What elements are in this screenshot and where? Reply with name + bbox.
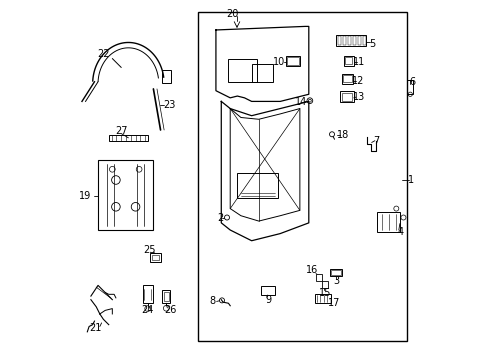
Text: 12: 12 xyxy=(351,76,364,86)
Bar xyxy=(162,290,170,303)
Bar xyxy=(345,57,352,64)
Text: 25: 25 xyxy=(143,245,156,255)
Text: 7: 7 xyxy=(373,136,379,146)
Text: 1: 1 xyxy=(407,175,413,185)
Bar xyxy=(151,255,159,260)
Bar xyxy=(228,59,257,82)
Text: 10: 10 xyxy=(272,57,285,67)
Bar xyxy=(162,70,171,83)
Bar xyxy=(330,270,340,275)
Text: 15: 15 xyxy=(318,288,331,297)
Bar xyxy=(343,56,353,66)
Bar xyxy=(347,36,350,45)
Text: 27: 27 xyxy=(115,126,127,136)
Bar xyxy=(341,73,352,84)
Bar xyxy=(287,58,298,65)
Text: 3: 3 xyxy=(332,276,338,286)
Text: 26: 26 xyxy=(163,305,176,315)
Bar xyxy=(315,274,322,281)
Text: 14: 14 xyxy=(294,97,306,107)
Bar xyxy=(149,253,161,262)
Bar xyxy=(406,80,413,94)
Text: 11: 11 xyxy=(353,57,365,67)
Text: 5: 5 xyxy=(368,39,375,49)
Bar xyxy=(98,160,153,230)
Text: 4: 4 xyxy=(397,227,403,237)
Bar xyxy=(341,93,352,101)
Text: 20: 20 xyxy=(225,9,238,19)
Bar xyxy=(237,173,278,198)
Text: 13: 13 xyxy=(352,92,364,102)
Text: 8: 8 xyxy=(209,296,215,306)
Text: 18: 18 xyxy=(336,130,348,140)
Bar xyxy=(142,285,152,303)
Bar xyxy=(343,36,345,45)
Bar xyxy=(352,36,355,45)
Bar xyxy=(329,269,341,276)
Bar xyxy=(321,282,327,288)
Bar xyxy=(335,35,365,46)
Bar xyxy=(343,75,351,82)
Text: 17: 17 xyxy=(327,298,339,308)
Bar xyxy=(340,91,353,102)
Text: 19: 19 xyxy=(79,191,91,201)
Bar xyxy=(260,286,274,295)
Bar xyxy=(108,135,148,141)
Text: 2: 2 xyxy=(217,213,223,223)
Bar xyxy=(337,36,340,45)
Text: 9: 9 xyxy=(265,295,271,305)
Text: 21: 21 xyxy=(89,323,101,333)
Text: 24: 24 xyxy=(141,305,154,315)
Bar xyxy=(363,36,365,45)
Text: 22: 22 xyxy=(97,49,109,59)
Text: 16: 16 xyxy=(305,265,318,275)
Bar xyxy=(163,292,168,301)
Bar xyxy=(251,64,272,82)
Bar xyxy=(315,294,331,303)
Bar xyxy=(357,36,360,45)
Bar xyxy=(198,12,406,341)
Text: 6: 6 xyxy=(408,77,415,87)
Text: 23: 23 xyxy=(163,100,175,110)
Bar xyxy=(285,57,299,66)
Bar xyxy=(376,212,399,232)
